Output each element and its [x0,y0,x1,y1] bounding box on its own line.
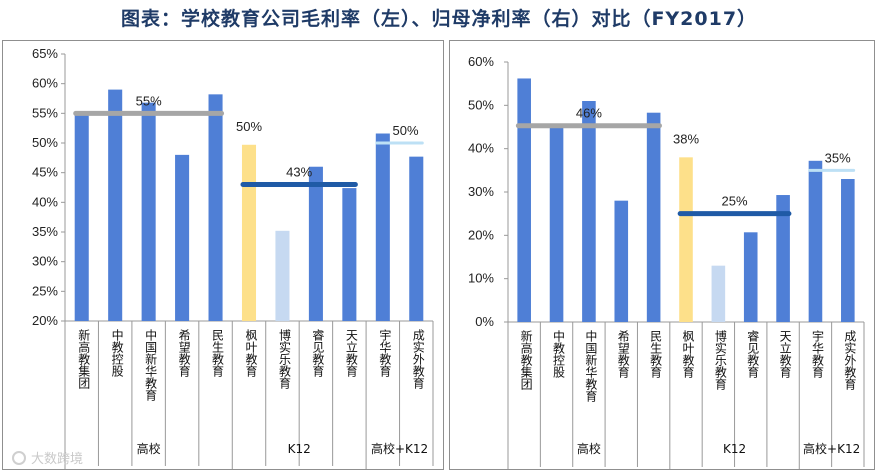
bar-nm-9 [808,160,823,322]
group-label: K12 [288,442,311,456]
y-tick-label: 60% [468,54,494,69]
x-category-label: 宇华教育 [810,330,824,379]
bar-nm-3 [614,200,629,322]
avg-label: 46% [576,106,602,121]
bar-nm-6 [711,265,726,322]
x-category-label: 天立教育 [344,329,358,378]
group-label: 高校 [137,441,161,456]
bar-nm-8 [776,195,790,322]
avg-label: 55% [136,93,162,108]
y-tick-label: 45% [32,165,58,180]
y-tick-label: 25% [32,283,58,298]
gross-margin-chart: 20% 25% 30% 35% 40% 45% 50% 55% 60% 65% 新高教集团 中教控股 中… [32,46,434,469]
y-tick-label: 10% [468,271,494,286]
x-category-label: 博实乐教育 [713,329,727,391]
x-category-label: 民生教育 [649,330,663,379]
bar-gm-10 [409,156,424,321]
y-tick-label: 30% [32,254,58,269]
bar-nm-10 [841,179,855,322]
watermark-logo-icon [12,451,26,465]
x-category-label: 枫叶教育 [681,329,695,379]
avg-label: 50% [393,123,419,138]
x-category-label: 成实外教育 [411,329,425,390]
bar-gm-9 [375,133,390,321]
page-title: 图表：学校教育公司毛利率（左）、归母净利率（右）对比（FY2017） [120,8,758,30]
x-category-label: 枫叶教育 [244,328,258,378]
group-label: K12 [723,442,746,456]
y-tick-label: 50% [32,135,58,150]
gross-margin-chart-panel: 20% 25% 30% 35% 40% 45% 50% 55% 60% 65% 新高教集团 中教控股 中… [2,40,444,470]
bar-value-label: 50% [236,119,262,134]
avg-label: 43% [286,165,312,180]
net-margin-chart-panel: 0% 10% 20% 30% 40% 50% 60% 新高教集团 中教控股 中国新华教育 希望教育 民… [449,40,875,470]
group-label: 高校+K12 [803,441,860,456]
x-category-label: 新高教集团 [519,329,533,391]
x-category-label: 博实乐教育 [277,328,291,390]
bar-nm-7 [743,232,758,322]
x-category-label: 睿见教育 [311,328,325,378]
x-category-label: 新高教集团 [77,328,91,390]
bar-gm-2 [141,102,156,321]
bar-nm-1 [549,124,564,322]
bar-nm-5 [679,157,693,322]
x-category-label: 民生教育 [211,329,225,378]
x-category-label: 希望教育 [177,328,191,378]
bar-gm-8 [342,188,357,321]
bar-gm-3 [175,154,190,321]
avg-label: 25% [722,194,748,209]
bar-gm-6 [275,230,290,321]
y-tick-label: 20% [32,313,58,328]
y-tick-label: 50% [468,97,494,112]
y-tick-label: 0% [475,314,494,329]
bar-gm-4 [208,94,223,321]
group-label: 高校 [577,441,601,456]
bar-nm-4 [646,112,661,322]
bar-gm-7 [308,166,323,321]
x-category-label: 天立教育 [778,330,792,379]
bar-gm-1 [108,89,123,321]
x-category-label: 中国新华教育 [144,328,158,402]
net-margin-chart: 0% 10% 20% 30% 40% 50% 60% 新高教集团 中教控股 中国新华教育 希望教育 民… [468,54,865,469]
bar-gm-5 [241,144,257,321]
bar-nm-2 [582,101,596,322]
x-category-label: 中教控股 [552,329,566,379]
x-category-label: 成实外教育 [843,330,857,391]
y-tick-label: 40% [468,141,494,156]
x-category-label: 中国新华教育 [584,329,598,403]
y-tick-label: 60% [32,76,58,91]
watermark-text: 大数跨境 [31,452,84,467]
y-tick-label: 40% [32,194,58,209]
x-category-label: 希望教育 [616,329,630,379]
bar-value-label: 38% [673,131,699,146]
bar-nm-0 [517,78,531,322]
y-tick-label: 30% [468,184,494,199]
x-category-label: 宇华教育 [378,329,392,378]
y-tick-label: 65% [32,46,58,61]
x-category-label: 中教控股 [110,328,124,378]
bar-gm-0 [74,115,89,321]
y-tick-label: 55% [32,105,58,120]
avg-label: 35% [825,150,851,165]
group-label: 高校+K12 [371,441,428,456]
watermark: 大数跨境 [12,448,83,467]
x-category-label: 睿见教育 [746,329,760,379]
y-tick-label: 35% [32,224,58,239]
y-tick-label: 20% [468,227,494,242]
